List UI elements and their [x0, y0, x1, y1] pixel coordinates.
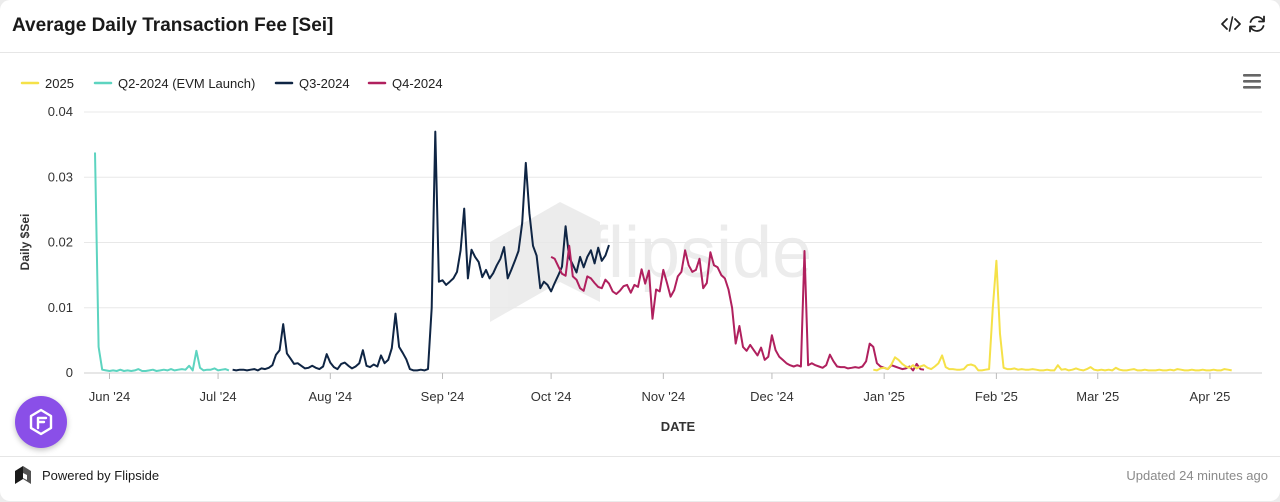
x-tick-label: Apr '25: [1190, 389, 1231, 404]
x-tick-label: Aug '24: [308, 389, 352, 404]
updated-timestamp: Updated 24 minutes ago: [1126, 468, 1268, 483]
x-tick-label: Jun '24: [89, 389, 131, 404]
y-tick-label: 0.04: [48, 104, 73, 119]
x-tick-label: Mar '25: [1076, 389, 1119, 404]
card-header: Average Daily Transaction Fee [Sei]: [0, 0, 1280, 53]
x-tick-label: Sep '24: [421, 389, 465, 404]
x-tick-label: Oct '24: [531, 389, 572, 404]
legend-label: 2025: [45, 76, 74, 91]
x-tick-label: Jan '25: [863, 389, 905, 404]
hamburger-menu-icon[interactable]: [1243, 74, 1261, 89]
y-axis-label: Daily $Sei: [18, 214, 32, 271]
y-tick-label: 0.01: [48, 300, 73, 315]
series-line-2025: [873, 259, 1232, 372]
legend-item[interactable]: Q3-2024: [274, 76, 350, 91]
flipside-logo-icon: [29, 408, 53, 436]
x-axis-ticks: Jun '24 Jul '24 Aug '24 Sep '24 Oct '24 Nov '…: [89, 373, 1231, 404]
x-tick-label: Nov '24: [642, 389, 686, 404]
y-tick-label: 0.03: [48, 169, 73, 184]
legend-item[interactable]: Q4-2024: [367, 76, 443, 91]
legend: 2025 Q2-2024 (EVM Launch) Q3-2024 Q4-2024: [20, 76, 443, 91]
series-lines: [94, 130, 1232, 372]
refresh-icon[interactable]: [1246, 13, 1268, 35]
code-icon[interactable]: [1220, 13, 1242, 35]
line-chart: flipside 0 0.01 0.02 0.03 0.04 Jun '24 Jul '2…: [18, 74, 1262, 434]
x-axis-label: DATE: [661, 419, 696, 434]
x-tick-label: Jul '24: [199, 389, 236, 404]
y-tick-label: 0.02: [48, 235, 73, 250]
series-line-q2-2024-evm-launch: [94, 152, 230, 372]
powered-by-text: Powered by Flipside: [42, 468, 160, 483]
legend-label: Q4-2024: [392, 76, 443, 91]
grid-lines: [84, 111, 1262, 374]
legend-item[interactable]: Q2-2024 (EVM Launch): [93, 76, 255, 91]
card-footer: [0, 456, 1280, 502]
legend-item[interactable]: 2025: [20, 76, 74, 91]
flipside-brand-icon: [15, 466, 31, 484]
series-line-q4-2024: [550, 244, 925, 372]
x-tick-label: Dec '24: [750, 389, 794, 404]
series-line-q3-2024: [232, 130, 610, 372]
flipside-assistant-button[interactable]: [15, 396, 67, 448]
y-axis-ticks: 0 0.01 0.02 0.03 0.04: [48, 104, 73, 380]
chart-title: Average Daily Transaction Fee [Sei]: [12, 15, 334, 36]
flipside-watermark: flipside: [490, 202, 812, 322]
x-tick-label: Feb '25: [975, 389, 1018, 404]
watermark-text: flipside: [588, 213, 812, 293]
y-tick-label: 0: [66, 365, 73, 380]
legend-label: Q2-2024 (EVM Launch): [118, 76, 255, 91]
legend-label: Q3-2024: [299, 76, 350, 91]
